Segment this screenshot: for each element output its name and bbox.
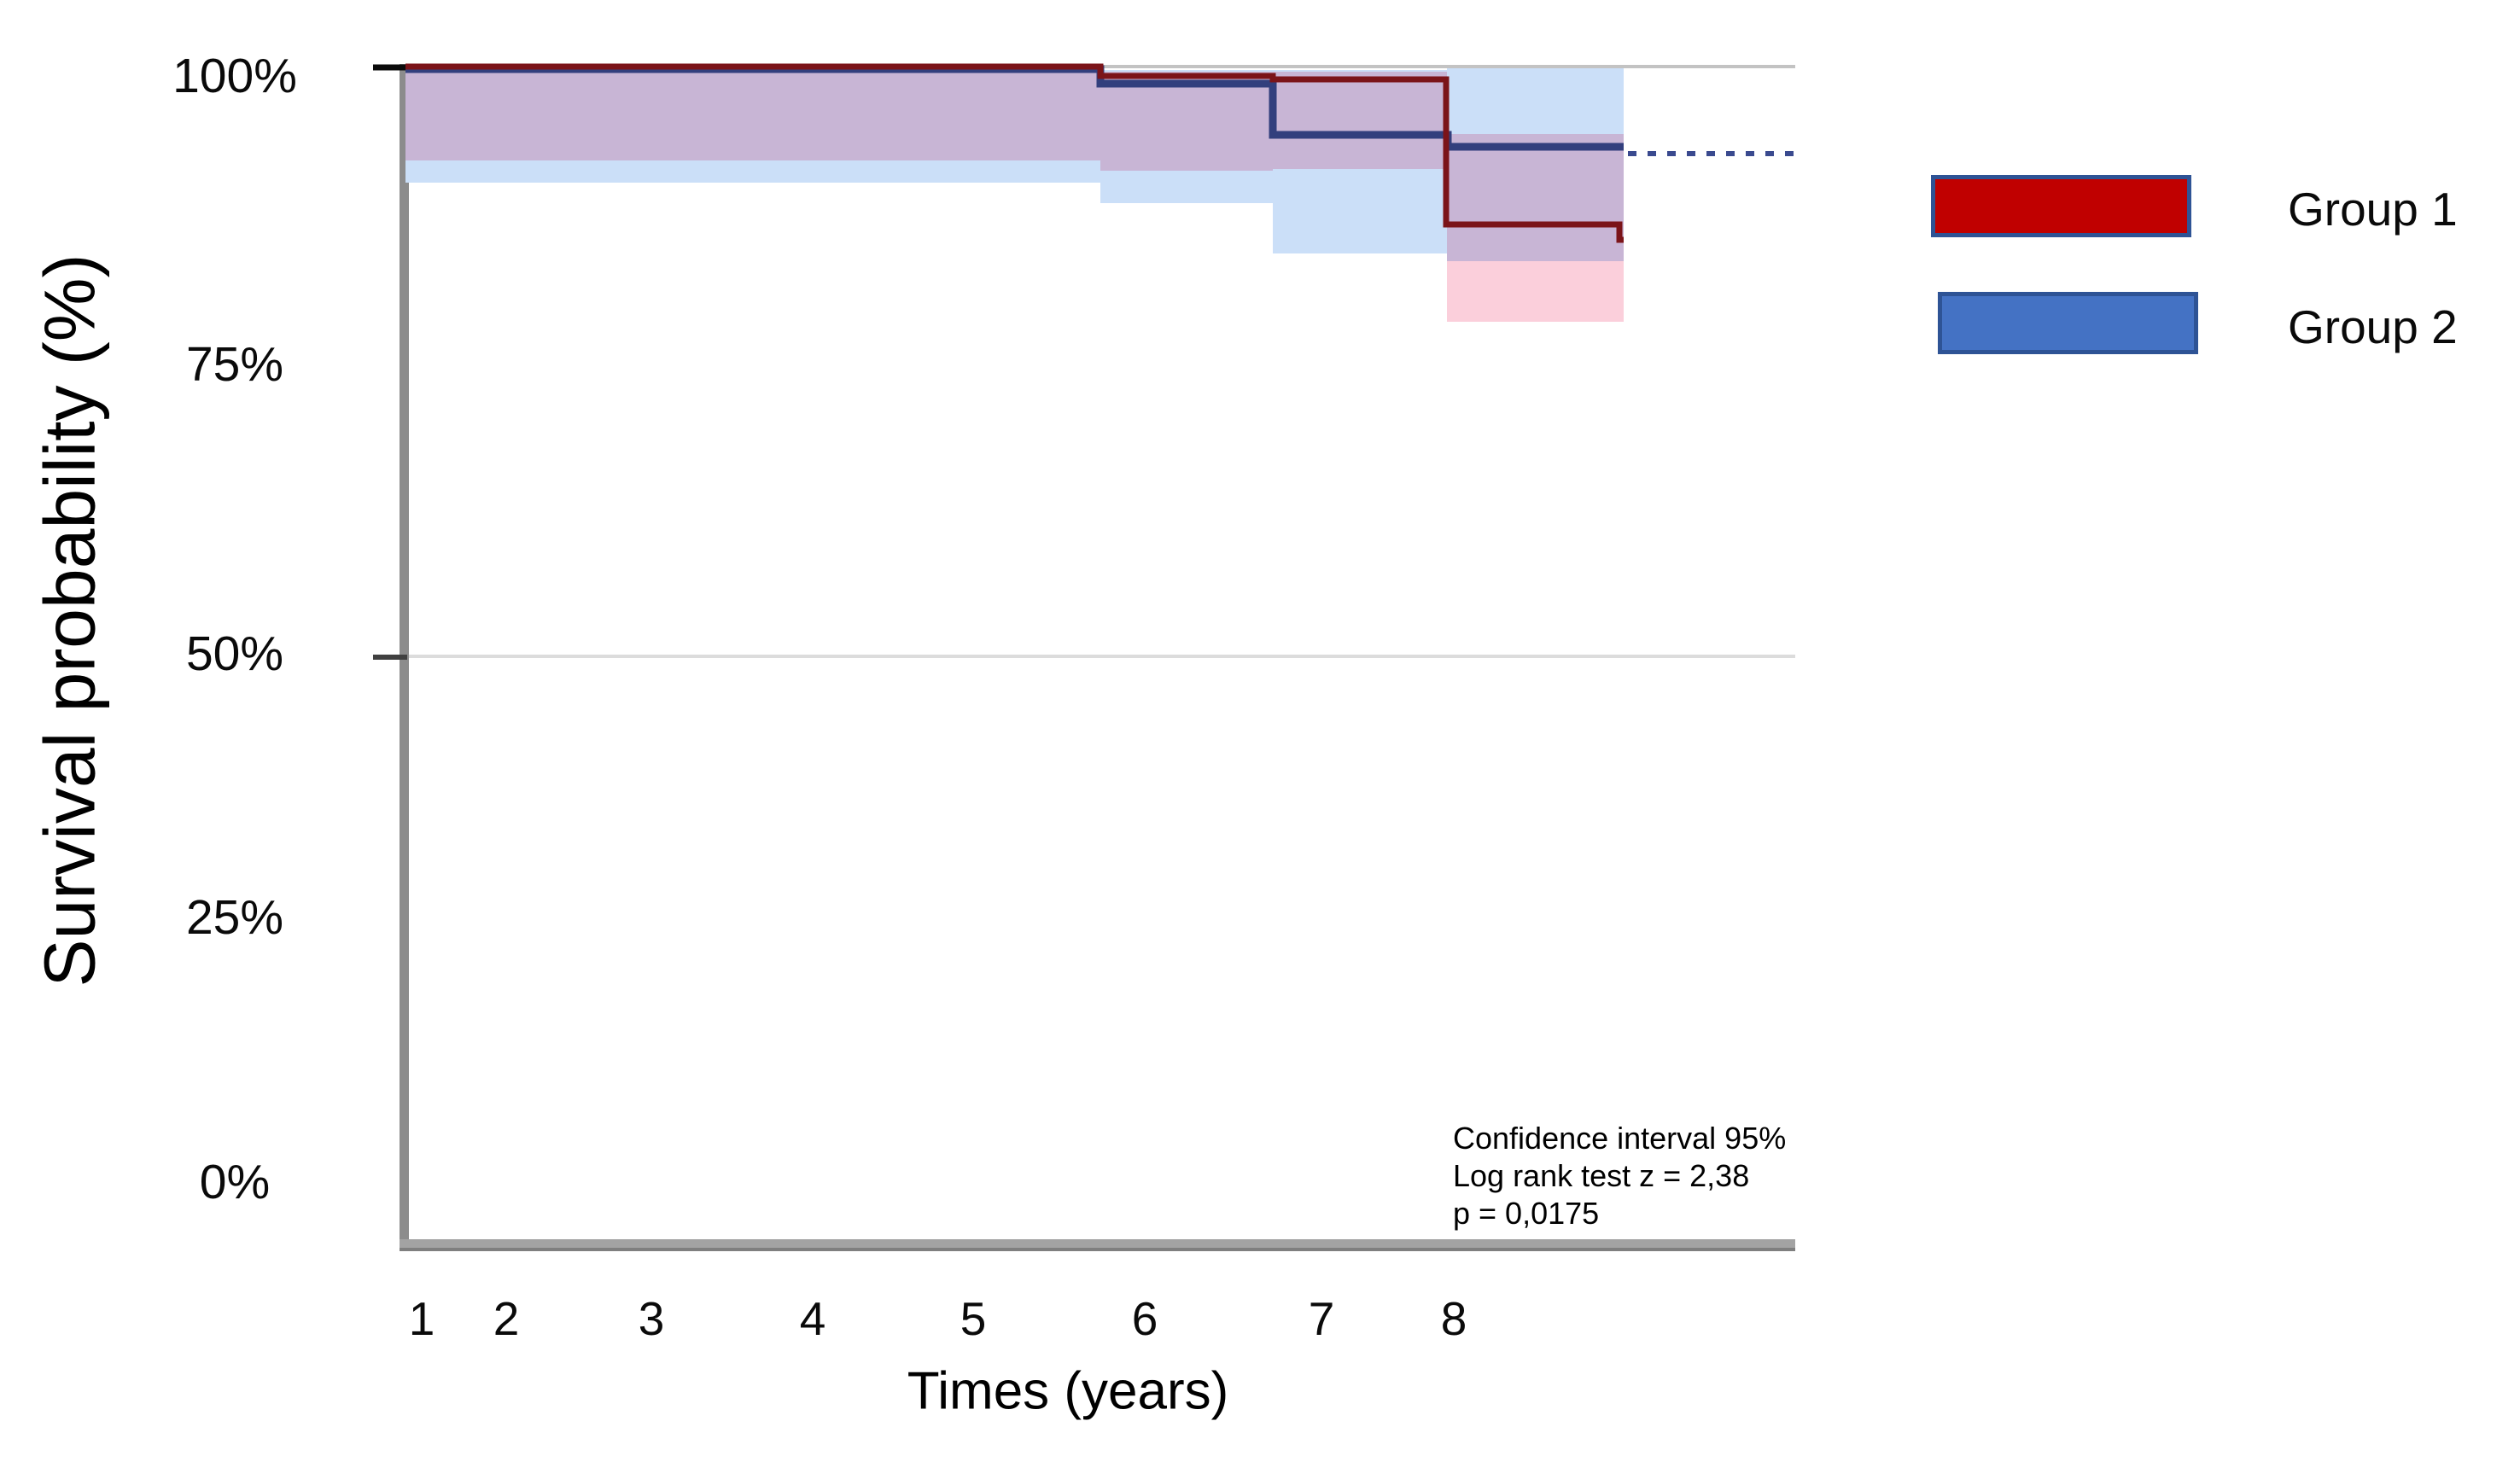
y-tick-label: 50% [185,626,284,681]
annotation-logrank: Log rank test z = 2,38 [1453,1158,1750,1193]
x-axis-title: Times (years) [907,1361,1229,1421]
x-tick-label: 3 [638,1292,665,1345]
annotation-ci: Confidence interval 95% [1453,1121,1787,1156]
y-axis-title: Survival probability (%) [29,253,110,987]
x-tick-label: 8 [1440,1292,1467,1345]
group1-curve [405,63,1624,243]
x-tick-label: 4 [799,1292,826,1345]
annotation-pvalue: p = 0,0175 [1453,1196,1600,1231]
y-tick-label: 100% [172,49,297,103]
legend-label-group2: Group 2 [2288,300,2458,353]
y-tick-label: 75% [185,337,284,392]
x-tick-label: 1 [408,1292,435,1345]
ci-bands-layer [405,68,1624,322]
legend-swatch-group2 [1938,292,2198,354]
legend-swatch-group1 [1931,175,2191,237]
x-tick-label: 7 [1308,1292,1335,1345]
legend-label-group1: Group 1 [2288,183,2458,236]
x-tick-label: 5 [960,1292,987,1345]
x-tick-label: 6 [1131,1292,1158,1345]
x-tick-label: 2 [493,1292,520,1345]
y-tick-label: 25% [185,890,284,945]
stats-annotation: Confidence interval 95% Log rank test z … [1453,1120,1786,1232]
curves-layer [405,63,1795,243]
tick-marks-layer [373,64,407,660]
y-tick-label: 0% [199,1155,271,1209]
